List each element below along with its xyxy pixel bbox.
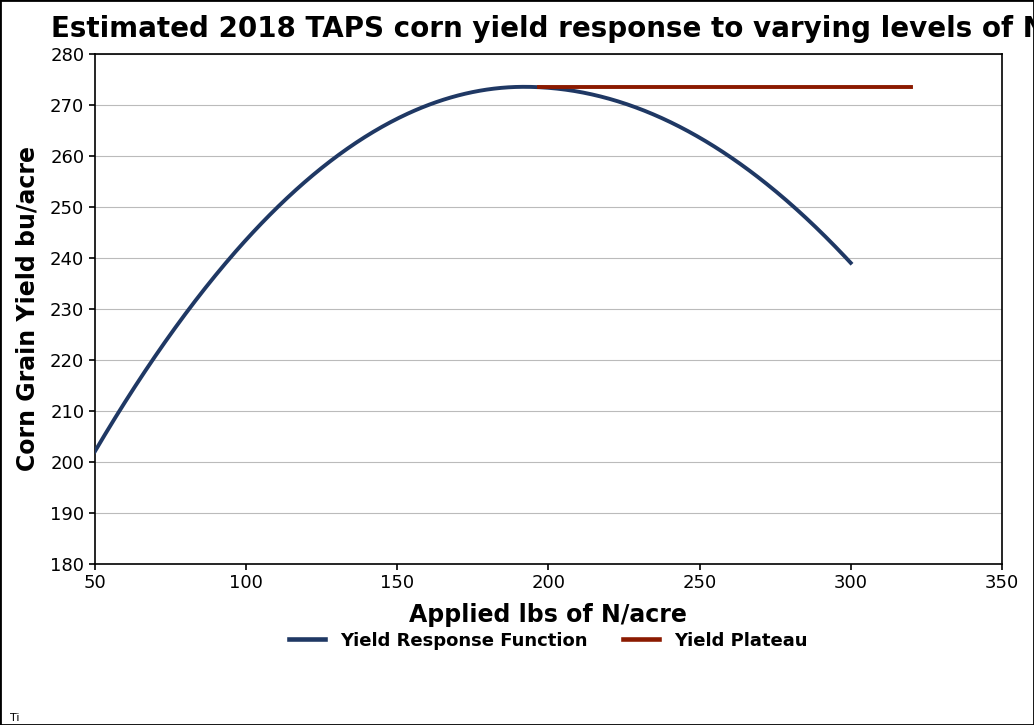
Title: Estimated 2018 TAPS corn yield response to varying levels of N: Estimated 2018 TAPS corn yield response … bbox=[51, 15, 1034, 43]
Legend: Yield Response Function, Yield Plateau: Yield Response Function, Yield Plateau bbox=[282, 624, 815, 657]
X-axis label: Applied lbs of N/acre: Applied lbs of N/acre bbox=[409, 603, 688, 627]
Y-axis label: Corn Grain Yield bu/acre: Corn Grain Yield bu/acre bbox=[16, 146, 39, 471]
Text: Ti: Ti bbox=[10, 713, 20, 724]
